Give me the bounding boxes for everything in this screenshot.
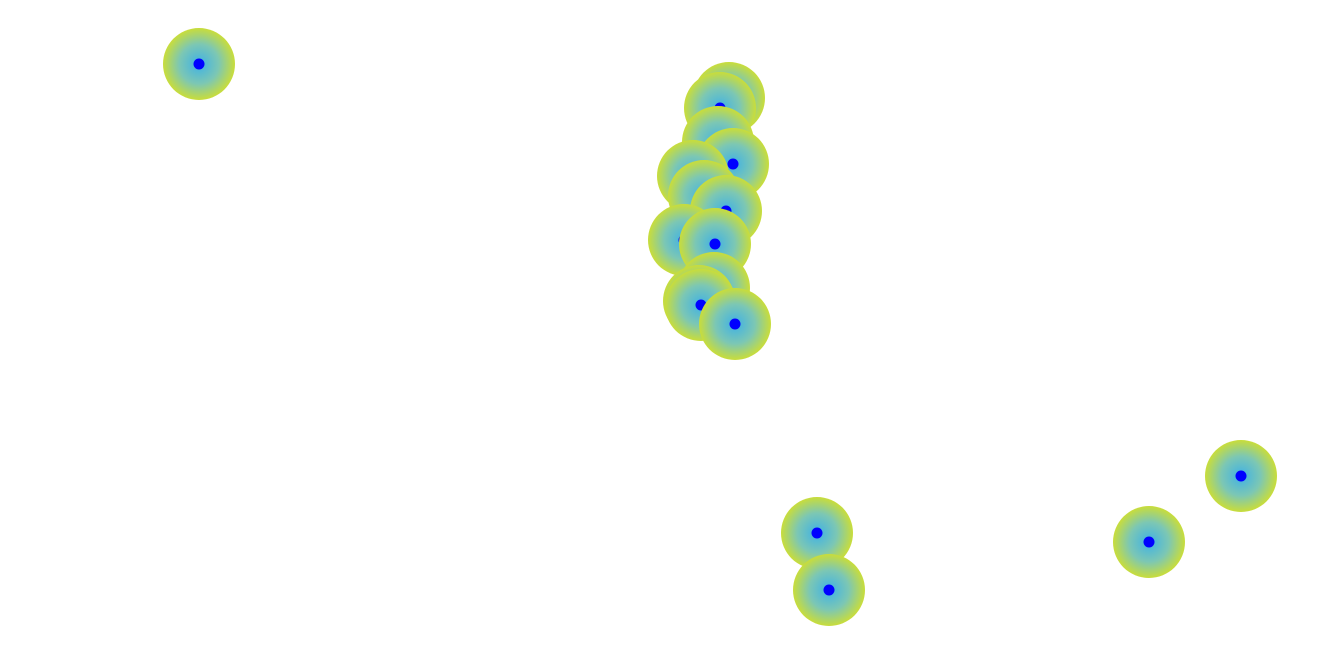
marker-dot[interactable] bbox=[1143, 536, 1155, 548]
marker-dot[interactable] bbox=[823, 584, 835, 596]
marker-dot[interactable] bbox=[811, 527, 823, 539]
marker-dot[interactable] bbox=[193, 58, 205, 70]
map-marker[interactable] bbox=[699, 288, 771, 360]
marker-dot[interactable] bbox=[1235, 470, 1247, 482]
marker-dot[interactable] bbox=[729, 318, 741, 330]
map-marker[interactable] bbox=[1113, 506, 1185, 578]
markers-layer bbox=[163, 28, 1277, 626]
map-marker[interactable] bbox=[163, 28, 235, 100]
map-marker[interactable] bbox=[1205, 440, 1277, 512]
map-marker[interactable] bbox=[781, 497, 853, 569]
map-marker[interactable] bbox=[793, 554, 865, 626]
marker-dot[interactable] bbox=[727, 158, 739, 170]
marker-dot[interactable] bbox=[709, 238, 721, 250]
